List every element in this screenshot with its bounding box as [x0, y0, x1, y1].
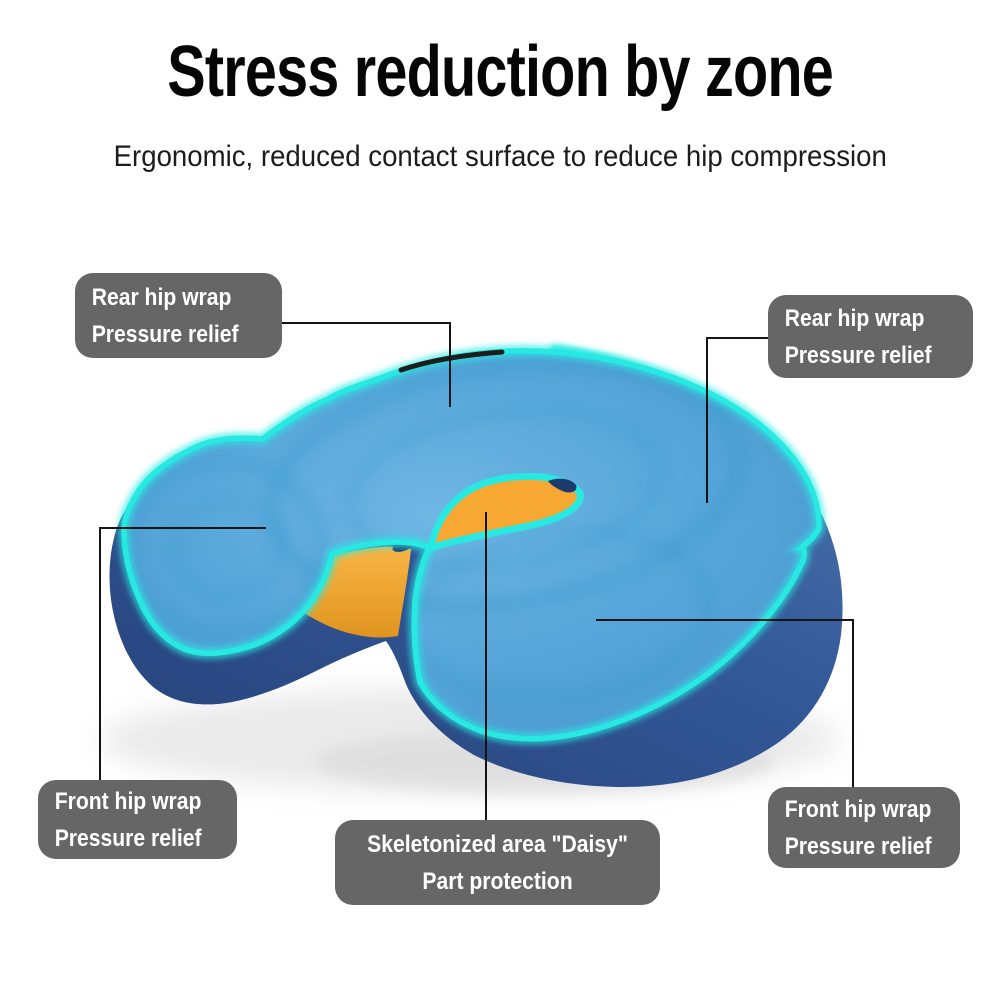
callout-line2: Part protection: [422, 867, 573, 895]
callout-front-hip-wrap-left: Front hip wrap Pressure relief: [38, 780, 237, 859]
callout-rear-hip-wrap-right: Rear hip wrap Pressure relief: [768, 295, 973, 378]
callout-line1: Skeletonized area "Daisy": [367, 830, 628, 858]
callout-line-top-left: [282, 322, 451, 407]
page-subtitle-text: Ergonomic, reduced contact surface to re…: [113, 140, 887, 173]
callout-line2: Pressure relief: [91, 320, 239, 348]
callout-skeletonized-area: Skeletonized area "Daisy" Part protectio…: [335, 820, 660, 905]
page-subtitle: Ergonomic, reduced contact surface to re…: [0, 136, 1000, 178]
callout-line2: Pressure relief: [784, 832, 932, 860]
callout-line1: Front hip wrap: [54, 787, 202, 815]
callout-line2: Pressure relief: [54, 824, 202, 852]
callout-line1: Front hip wrap: [784, 795, 932, 823]
callout-front-hip-wrap-right: Front hip wrap Pressure relief: [768, 787, 960, 868]
page-title: Stress reduction by zone: [0, 30, 1000, 114]
cushion-daisy-recess: [427, 472, 584, 550]
page-title-text: Stress reduction by zone: [167, 32, 834, 112]
cushion-zipper-strip: [398, 349, 505, 373]
callout-rear-hip-wrap-left: Rear hip wrap Pressure relief: [75, 273, 282, 358]
cushion-hole-shadow: [548, 478, 577, 493]
callout-line2: Pressure relief: [784, 341, 932, 369]
callout-line-bottom-left: [99, 527, 266, 780]
callout-line1: Rear hip wrap: [91, 283, 232, 311]
callout-line-top-right: [706, 337, 768, 503]
callout-line-bottom-right: [596, 619, 854, 787]
callout-line1: Rear hip wrap: [784, 304, 925, 332]
